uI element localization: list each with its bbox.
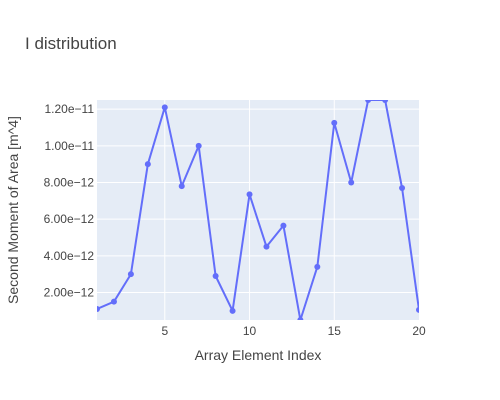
data-point[interactable] [110, 298, 117, 305]
data-point[interactable] [246, 191, 253, 198]
y-tick-label: 2.00e−12 [44, 286, 95, 300]
x-tick-label: 15 [328, 324, 342, 338]
data-point[interactable] [195, 142, 202, 149]
grid-layer [97, 100, 419, 320]
y-axis-title: Second Moment of Area [m^4] [5, 116, 21, 304]
data-point[interactable] [331, 119, 338, 126]
y-tick-label: 6.00e−12 [44, 212, 95, 226]
plot-area [97, 100, 419, 320]
data-point[interactable] [144, 161, 151, 168]
tick-layer: 5 10 15 20 2.00e−12 4.00e−12 6.00e−12 8.00e−12 1… [44, 102, 426, 338]
data-point[interactable] [365, 97, 372, 103]
chart-title: I distribution [25, 34, 117, 53]
data-point[interactable] [229, 307, 236, 314]
y-tick-label: 4.00e−12 [44, 249, 95, 263]
x-tick-label: 5 [161, 324, 168, 338]
data-point[interactable] [127, 271, 134, 278]
data-point[interactable] [348, 179, 355, 186]
y-tick-label: 1.20e−11 [45, 102, 95, 116]
data-point[interactable] [416, 306, 422, 313]
data-point[interactable] [314, 263, 321, 270]
x-tick-label: 20 [412, 324, 426, 338]
data-point[interactable] [399, 185, 406, 191]
data-layer [94, 97, 422, 323]
data-point[interactable] [297, 317, 304, 323]
data-point[interactable] [382, 97, 389, 103]
data-point[interactable] [263, 243, 270, 250]
y-tick-label: 1.00e−11 [45, 139, 95, 153]
x-tick-label: 10 [243, 324, 257, 338]
series-line [97, 100, 419, 320]
data-point[interactable] [94, 306, 100, 312]
x-axis-title: Array Element Index [195, 347, 322, 363]
data-point[interactable] [161, 104, 168, 111]
data-point[interactable] [212, 273, 219, 279]
data-point[interactable] [178, 183, 185, 190]
data-point[interactable] [280, 222, 287, 229]
y-tick-label: 8.00e−12 [44, 176, 95, 190]
